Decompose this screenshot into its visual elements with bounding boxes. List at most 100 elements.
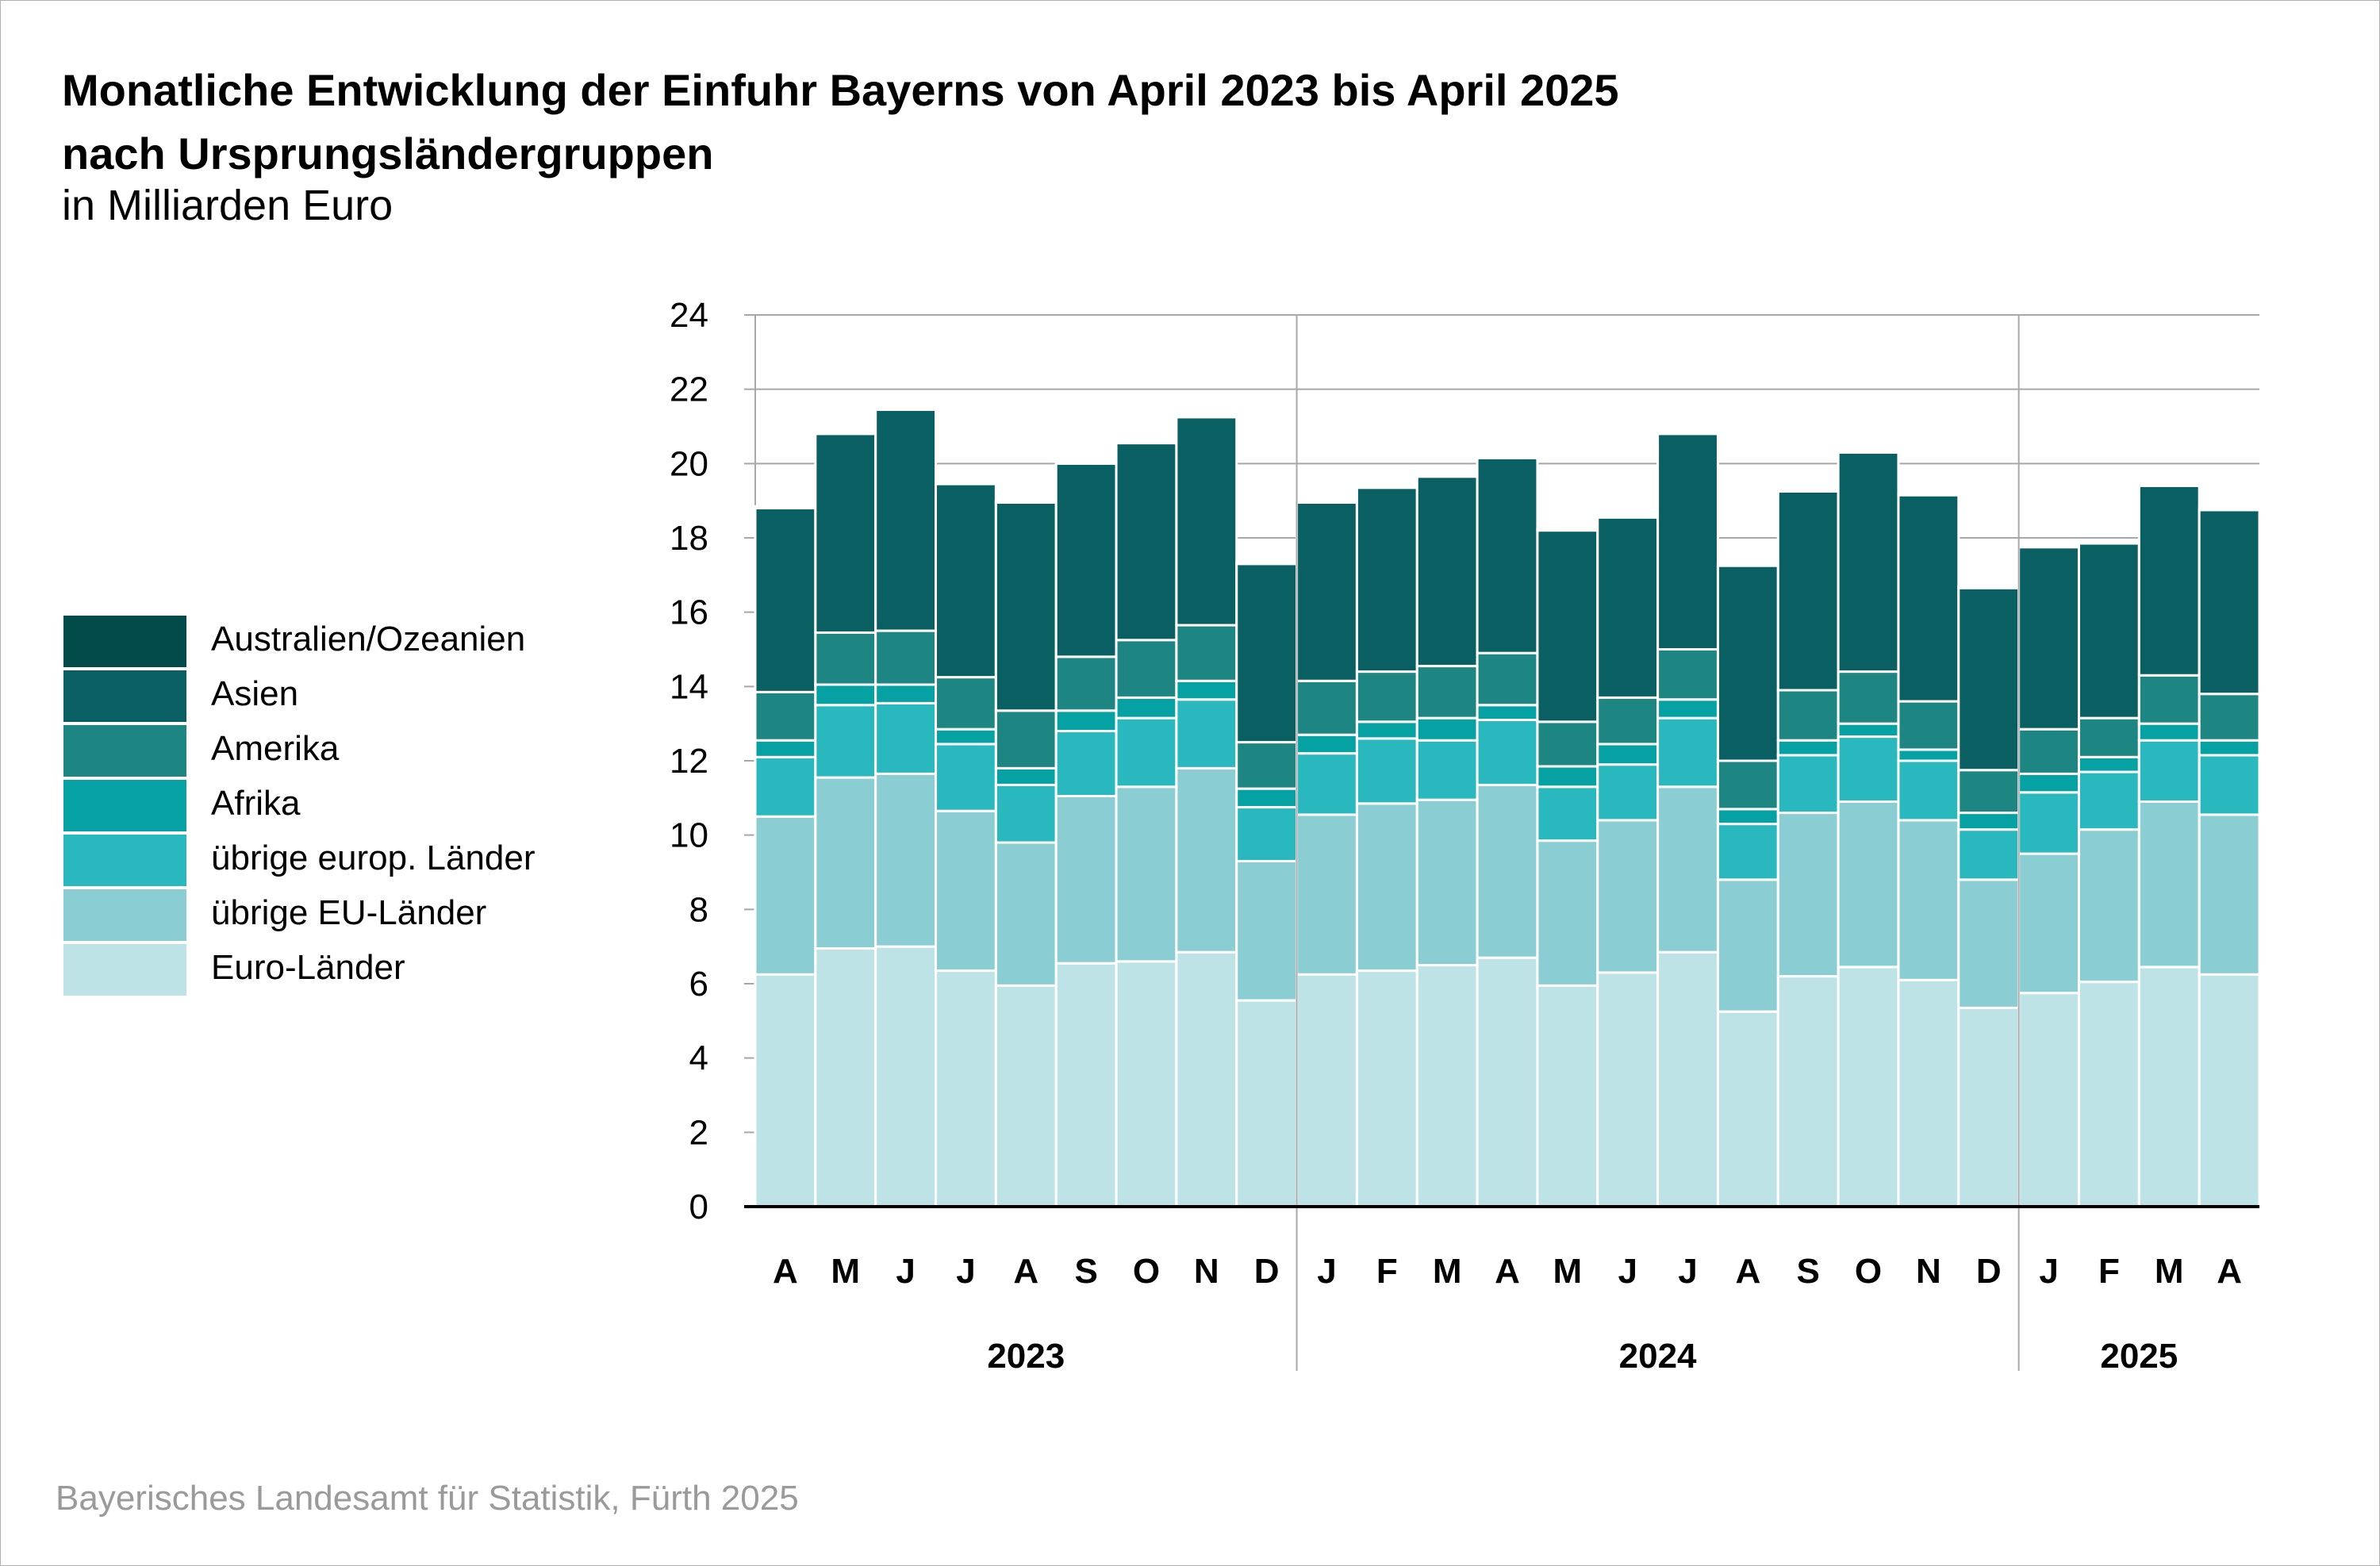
bar-segment: [1476, 956, 1539, 1208]
bar-segment: [754, 755, 817, 818]
bar-segment: [1957, 585, 2021, 589]
legend-label: übrige europ. Länder: [211, 839, 536, 877]
bar-segment: [2077, 981, 2140, 1208]
x-tick-label: J: [1317, 1252, 1336, 1291]
bar-segment: [1054, 730, 1118, 797]
bar-segment: [2077, 716, 2140, 758]
x-tick-label: M: [2155, 1252, 2184, 1291]
bar-segment: [1837, 735, 1900, 804]
bar-segment: [1115, 716, 1178, 789]
bar-segment: [1957, 586, 2021, 772]
bar-segment: [1897, 493, 1960, 703]
bar-segment: [2017, 727, 2080, 775]
bar-segment: [1716, 1010, 1779, 1208]
y-tick-label: 24: [670, 296, 708, 335]
legend-swatch: [63, 670, 186, 722]
bar-segment: [1415, 665, 1479, 720]
bar-segment: [935, 743, 997, 812]
x-tick-label: M: [1433, 1252, 1462, 1291]
bar-segment: [1235, 999, 1299, 1208]
bar-segment: [1776, 489, 1840, 692]
source-footer: Bayerisches Landesamt für Statistik, Für…: [56, 1479, 799, 1518]
bar-segment: [1536, 785, 1599, 842]
bar-segment: [1536, 720, 1599, 768]
bar-segment: [1355, 486, 1418, 674]
y-tick-label: 2: [689, 1113, 708, 1152]
bar-segment: [1115, 639, 1178, 699]
bar-segment: [814, 432, 877, 634]
bar-segment: [1776, 689, 1840, 742]
x-tick-label: A: [773, 1252, 798, 1291]
bar-segment: [2137, 484, 2201, 677]
x-tick-label: D: [1254, 1252, 1280, 1291]
bar-segment: [814, 776, 877, 950]
bar-segment: [2017, 546, 2080, 731]
bar-segment: [2017, 992, 2080, 1208]
bar-segment: [1415, 475, 1479, 668]
bar-segment: [1837, 451, 1900, 674]
bar-segment: [994, 709, 1058, 770]
bar-segment: [874, 629, 938, 686]
bar-segment: [754, 505, 817, 510]
x-tick-label: S: [1074, 1252, 1097, 1291]
bar-segment: [754, 507, 817, 693]
bar-segment: [1536, 984, 1599, 1208]
bar-segment: [1837, 965, 1900, 1208]
y-tick-label: 0: [689, 1188, 708, 1226]
bar-segment: [1175, 679, 1238, 701]
bar-segment: [1776, 975, 1840, 1208]
bar-segment: [2198, 693, 2261, 742]
x-tick-label: D: [1976, 1252, 2002, 1291]
x-tick-label: M: [831, 1252, 860, 1291]
bar-segment: [2077, 540, 2140, 545]
y-tick-label: 6: [689, 965, 708, 1004]
x-tick-label: A: [2217, 1252, 2242, 1291]
bar-segment: [994, 984, 1058, 1208]
x-tick-label: F: [2098, 1252, 2120, 1291]
bar-segment: [1656, 716, 1719, 789]
x-tick-label: J: [896, 1252, 915, 1291]
bar-segment: [1716, 823, 1779, 881]
bar-segment: [754, 815, 817, 976]
bar-segment: [994, 841, 1058, 987]
legend-label: übrige EU-Länder: [211, 893, 487, 932]
year-label: 2025: [2100, 1337, 2178, 1376]
bar-segment: [1476, 718, 1539, 786]
bar-segment: [2077, 755, 2140, 773]
y-tick-label: 14: [670, 667, 708, 706]
bar-segment: [814, 704, 877, 779]
bar-segment: [1897, 759, 1960, 822]
legend-swatch: [63, 835, 186, 886]
legend-swatch: [63, 616, 186, 667]
bar-segment: [1596, 819, 1660, 974]
legend-swatch: [63, 944, 186, 996]
bar-segment: [1596, 763, 1660, 822]
bar-segment: [1716, 562, 1779, 567]
chart-title-line2: nach Ursprungsländergruppen: [62, 129, 714, 178]
bar-segment: [814, 631, 877, 686]
bar-segment: [1716, 564, 1779, 762]
legend-label: Australien/Ozeanien: [211, 620, 526, 658]
bar-segment: [994, 766, 1058, 786]
bar-segment: [1355, 670, 1418, 724]
bar-segment: [1476, 456, 1539, 654]
bar-segment: [935, 809, 997, 973]
bar-segment: [1596, 514, 1660, 519]
y-tick-label: 22: [670, 370, 708, 409]
bar-segment: [1656, 698, 1719, 720]
bar-segment: [1175, 416, 1238, 627]
y-tick-label: 10: [670, 816, 708, 855]
bar-segment: [874, 701, 938, 775]
legend-label: Amerika: [211, 729, 340, 768]
bar-segment: [2137, 482, 2201, 487]
bar-segment: [1235, 560, 1299, 566]
bar-segment: [1296, 679, 1358, 736]
bar-segment: [1476, 455, 1539, 459]
bar-segment: [1716, 808, 1779, 826]
bar-segment: [1837, 800, 1900, 969]
bar-segment: [874, 772, 938, 948]
bar-segment: [1296, 501, 1358, 682]
bar-segment: [1716, 878, 1779, 1013]
bar-segment: [1115, 785, 1178, 963]
